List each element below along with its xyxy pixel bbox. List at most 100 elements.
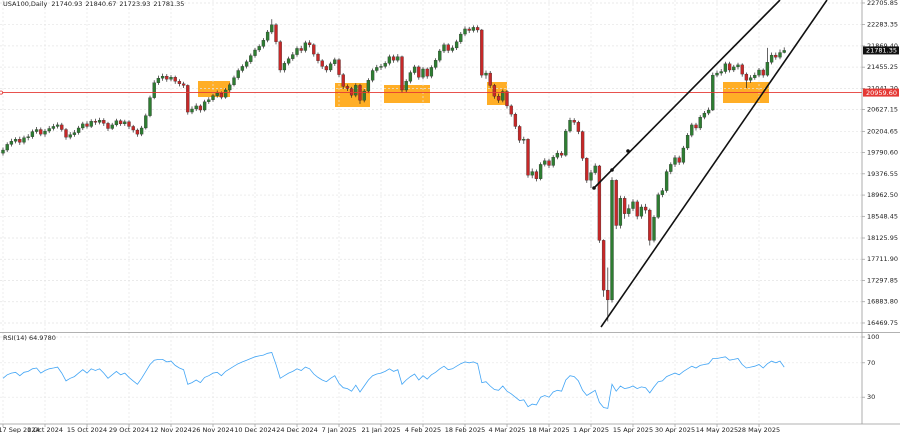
candle-body <box>228 84 232 91</box>
candle-body <box>622 198 627 214</box>
candle-body <box>257 46 261 51</box>
candle-body <box>333 59 337 64</box>
candle-body <box>324 66 329 71</box>
ohlc-close: 21781.35 <box>153 0 184 8</box>
candle-body <box>488 72 492 86</box>
candle-body <box>72 132 77 135</box>
candle-body <box>144 115 148 129</box>
trend-line <box>600 0 828 328</box>
candle-body <box>555 152 560 158</box>
candle-body <box>102 120 106 124</box>
candle-body <box>769 54 774 63</box>
candle-body <box>47 128 51 132</box>
candle-body <box>282 63 287 71</box>
candle-body <box>244 61 249 67</box>
candle-body <box>22 137 26 143</box>
candle-body <box>505 91 509 107</box>
candle-body <box>551 157 555 166</box>
candle-body <box>366 80 371 92</box>
x-tick-label: 24 Dec 2024 <box>276 426 318 433</box>
candle-body <box>9 141 14 145</box>
candle-body <box>55 124 60 127</box>
candle-body <box>526 139 530 176</box>
candle-body <box>484 72 488 76</box>
candle-body <box>345 86 350 89</box>
candle-body <box>81 123 85 129</box>
candle-body <box>614 180 618 226</box>
anchor-dot <box>626 149 630 153</box>
y-tick-label: 18548.45 <box>867 212 898 220</box>
candle-body <box>429 67 434 77</box>
candle-body <box>232 77 236 86</box>
candle-body <box>320 60 324 67</box>
candle-body <box>648 209 652 241</box>
y-tick-label: 21041.20 <box>867 84 898 92</box>
candle-body <box>610 180 614 301</box>
candle-body <box>690 124 694 136</box>
candle-body <box>337 59 341 75</box>
candle-body <box>43 130 47 135</box>
candle-body <box>757 69 761 76</box>
candle-body <box>677 157 681 163</box>
y-tick-label: 21455.25 <box>867 63 898 71</box>
candle-body <box>152 82 156 98</box>
candle-body <box>736 64 740 68</box>
candle-body <box>740 64 744 75</box>
candle-body <box>475 27 480 31</box>
candle-body <box>509 105 513 115</box>
candle-body <box>186 85 190 113</box>
candle-body <box>635 201 639 217</box>
x-tick-label: 1 Oct 2024 <box>27 426 63 433</box>
candle-body <box>547 160 551 166</box>
candle-body <box>190 108 194 113</box>
candle-body <box>694 124 698 129</box>
candle-body <box>207 99 211 102</box>
candle-body <box>307 42 312 45</box>
candle-body <box>110 124 114 129</box>
price-tag-label: 21781.35 <box>866 47 897 55</box>
candle-body <box>778 52 782 58</box>
x-tick-label: 4 Mar 2025 <box>488 426 525 433</box>
header: USA100,Daily 21740.93 21840.67 21723.93 2178… <box>3 0 184 8</box>
candle-body <box>601 240 606 291</box>
candle-body <box>354 85 358 96</box>
candle-body <box>286 58 291 64</box>
candle-body <box>496 96 501 101</box>
candle-body <box>572 120 576 123</box>
candle-body <box>719 71 723 74</box>
candle-body <box>534 171 539 179</box>
candle-body <box>211 95 215 100</box>
candle-body <box>446 44 450 51</box>
candle-body <box>362 90 366 101</box>
candle-body <box>89 121 93 127</box>
candle-body <box>391 56 396 61</box>
candle-body <box>291 54 295 59</box>
y-tick-label: 30 <box>867 393 875 401</box>
candle-body <box>169 77 173 80</box>
candle-body <box>669 164 673 172</box>
candle-body <box>698 117 702 129</box>
candle-body <box>597 165 602 241</box>
candle-body <box>593 165 597 173</box>
candle-body <box>501 91 505 101</box>
candle-body <box>215 92 219 96</box>
y-tick-label: 17297.85 <box>867 276 898 284</box>
candle-body <box>341 74 345 87</box>
candle-body <box>660 190 665 195</box>
candle-body <box>580 131 585 159</box>
candle-body <box>375 67 379 71</box>
candle-body <box>639 206 644 217</box>
candle-body <box>316 53 320 61</box>
candle-body <box>685 135 690 149</box>
candle-body <box>606 289 610 301</box>
x-tick-label: 17 Sep 2024 <box>0 426 40 433</box>
y-tick-label: 70 <box>867 359 875 367</box>
ohlc-open: 21740.93 <box>51 0 82 8</box>
candle-body <box>400 56 404 91</box>
y-tick-label: 20204.65 <box>867 127 898 135</box>
candle-body <box>173 77 177 82</box>
candle-body <box>454 41 459 49</box>
candle-body <box>194 105 198 110</box>
candle-body <box>93 121 98 123</box>
